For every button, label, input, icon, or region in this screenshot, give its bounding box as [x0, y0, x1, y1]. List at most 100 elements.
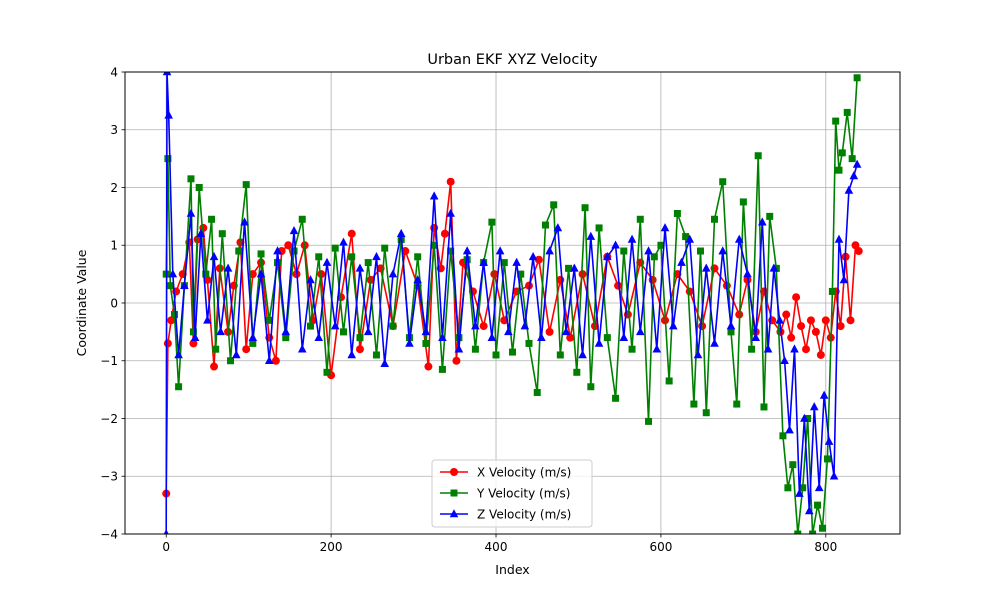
y-tick-label: −2: [100, 412, 118, 426]
data-point: [677, 257, 686, 266]
data-point: [754, 152, 762, 160]
data-point: [413, 275, 422, 284]
data-point: [168, 269, 178, 278]
data-point: [650, 253, 658, 261]
data-point: [586, 231, 596, 240]
data-point: [364, 259, 372, 267]
data-point: [541, 221, 549, 229]
data-point: [612, 394, 620, 402]
data-point: [271, 356, 280, 365]
data-point: [528, 252, 538, 261]
data-point: [186, 208, 196, 217]
x-tick-label: 0: [162, 540, 170, 554]
data-point: [471, 321, 480, 330]
y-tick-label: 3: [110, 123, 118, 137]
data-point: [566, 333, 575, 342]
data-point: [800, 413, 809, 422]
y-tick-label: 2: [110, 181, 118, 195]
y-tick-label: 4: [110, 65, 118, 79]
data-point: [438, 365, 446, 373]
data-point: [806, 316, 815, 325]
data-point: [785, 425, 794, 434]
data-point: [452, 356, 461, 365]
data-point: [668, 321, 678, 330]
data-point: [517, 270, 525, 278]
data-point: [545, 327, 554, 336]
data-point: [581, 204, 589, 212]
data-point: [628, 345, 636, 353]
data-point: [620, 247, 628, 255]
data-point: [381, 244, 389, 252]
data-point: [424, 362, 433, 371]
data-point: [805, 506, 814, 515]
data-point: [839, 275, 849, 284]
y-tick-label: −1: [100, 354, 118, 368]
data-point: [561, 327, 571, 336]
data-point: [614, 281, 623, 290]
data-point: [189, 339, 198, 348]
data-point: [828, 287, 836, 295]
data-point: [838, 149, 846, 157]
data-point: [164, 155, 172, 163]
data-point: [565, 264, 573, 272]
data-point: [673, 209, 681, 217]
data-point: [187, 175, 195, 183]
data-point: [273, 246, 282, 255]
data-point: [265, 316, 273, 324]
data-point: [578, 270, 587, 279]
data-point: [701, 263, 711, 272]
data-point: [389, 322, 397, 330]
data-point: [421, 327, 431, 336]
data-point: [492, 351, 500, 359]
data-point: [809, 530, 817, 534]
data-point: [249, 339, 257, 347]
legend-label: Y Velocity (m/s): [476, 486, 570, 500]
data-point: [795, 488, 804, 497]
legend-box: [431, 459, 593, 528]
data-point: [696, 247, 704, 255]
data-point: [208, 215, 216, 223]
data-point: [210, 362, 219, 371]
data-point: [763, 344, 773, 353]
data-point: [298, 215, 306, 223]
legend: X Velocity (m/s) Y Velocity (m/s) Z Veloci…: [431, 459, 593, 528]
data-point: [780, 355, 789, 365]
data-point: [212, 345, 220, 353]
data-point: [504, 327, 513, 336]
data-point: [462, 246, 472, 255]
data-point: [852, 159, 862, 168]
data-point: [537, 332, 546, 341]
data-point: [719, 178, 727, 186]
legend-marker: [450, 489, 458, 497]
data-point: [787, 333, 796, 342]
data-point: [657, 241, 665, 249]
data-point: [652, 344, 662, 353]
data-point: [388, 269, 398, 278]
data-point: [414, 253, 422, 261]
data-point: [195, 184, 203, 191]
data-point: [446, 208, 455, 217]
data-point: [710, 215, 718, 223]
data-point: [570, 263, 579, 272]
data-point: [789, 461, 797, 469]
data-point: [835, 166, 843, 174]
data-point: [743, 269, 752, 278]
data-point: [347, 229, 356, 238]
data-point: [216, 327, 225, 336]
data-point: [282, 334, 290, 342]
data-point: [802, 345, 811, 354]
data-point: [366, 275, 375, 284]
data-point: [242, 181, 250, 189]
data-point: [690, 400, 698, 408]
data-point: [636, 215, 644, 223]
data-point: [284, 241, 293, 250]
data-point: [853, 74, 861, 82]
data-point: [447, 247, 455, 255]
data-point: [603, 252, 612, 261]
x-axis-label: Index: [495, 562, 529, 577]
data-point: [775, 315, 784, 324]
data-point: [174, 350, 183, 359]
data-point: [645, 417, 653, 425]
data-point: [242, 345, 251, 354]
